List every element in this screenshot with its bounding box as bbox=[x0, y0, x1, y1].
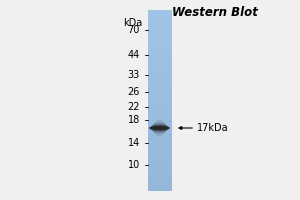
Bar bbox=[148, 28, 172, 31]
Bar bbox=[148, 23, 172, 26]
Bar bbox=[148, 129, 172, 132]
Bar bbox=[148, 179, 172, 182]
Text: 18: 18 bbox=[128, 115, 140, 125]
Bar bbox=[148, 132, 172, 134]
Bar bbox=[148, 53, 172, 55]
Bar bbox=[148, 96, 172, 98]
Bar bbox=[148, 86, 172, 89]
Bar bbox=[148, 91, 172, 94]
Bar bbox=[148, 140, 172, 143]
Bar bbox=[148, 163, 172, 166]
Text: 14: 14 bbox=[128, 138, 140, 148]
Bar bbox=[148, 75, 172, 78]
Bar bbox=[148, 127, 172, 130]
Bar bbox=[148, 10, 172, 13]
Ellipse shape bbox=[151, 122, 168, 134]
Bar bbox=[148, 15, 172, 17]
Bar bbox=[148, 64, 172, 67]
Bar bbox=[148, 176, 172, 179]
Text: 33: 33 bbox=[128, 70, 140, 80]
Bar bbox=[148, 35, 172, 38]
Bar bbox=[148, 134, 172, 136]
Bar bbox=[148, 98, 172, 100]
Bar bbox=[148, 156, 172, 159]
Bar bbox=[148, 46, 172, 49]
Bar bbox=[148, 181, 172, 184]
Text: 44: 44 bbox=[128, 50, 140, 60]
Bar bbox=[148, 152, 172, 154]
Text: kDa: kDa bbox=[123, 18, 142, 28]
Text: 70: 70 bbox=[128, 25, 140, 35]
Ellipse shape bbox=[149, 126, 170, 130]
Bar bbox=[148, 120, 172, 123]
Text: 26: 26 bbox=[128, 87, 140, 97]
Bar bbox=[148, 44, 172, 46]
Bar bbox=[148, 125, 172, 128]
Bar bbox=[148, 39, 172, 42]
Bar bbox=[148, 102, 172, 105]
Bar bbox=[148, 71, 172, 73]
Bar bbox=[148, 168, 172, 170]
Bar bbox=[148, 174, 172, 177]
Bar bbox=[148, 80, 172, 82]
Text: 10: 10 bbox=[128, 160, 140, 170]
Text: 17kDa: 17kDa bbox=[197, 123, 229, 133]
Bar bbox=[148, 37, 172, 40]
Bar bbox=[148, 104, 172, 107]
Bar bbox=[148, 26, 172, 28]
Bar bbox=[148, 109, 172, 112]
Ellipse shape bbox=[150, 124, 169, 132]
Bar bbox=[148, 68, 172, 71]
Bar bbox=[148, 89, 172, 92]
Bar bbox=[148, 186, 172, 188]
Bar bbox=[148, 158, 172, 161]
Bar bbox=[148, 62, 172, 64]
Bar bbox=[148, 154, 172, 157]
Bar bbox=[148, 77, 172, 80]
Bar bbox=[148, 50, 172, 53]
Bar bbox=[148, 93, 172, 96]
Bar bbox=[148, 150, 172, 152]
Bar bbox=[148, 172, 172, 175]
Bar bbox=[148, 30, 172, 33]
Bar bbox=[148, 136, 172, 139]
Bar bbox=[148, 143, 172, 146]
Bar bbox=[148, 161, 172, 164]
Bar bbox=[148, 73, 172, 76]
Bar bbox=[148, 113, 172, 116]
Text: 22: 22 bbox=[128, 102, 140, 112]
Bar bbox=[148, 32, 172, 35]
Bar bbox=[148, 42, 172, 44]
Bar bbox=[148, 84, 172, 87]
Bar bbox=[148, 12, 172, 15]
Bar bbox=[148, 48, 172, 51]
Bar bbox=[148, 107, 172, 109]
Bar bbox=[148, 116, 172, 118]
Bar bbox=[148, 145, 172, 148]
Bar bbox=[148, 170, 172, 172]
Bar bbox=[148, 21, 172, 24]
Bar bbox=[148, 82, 172, 85]
Bar bbox=[148, 183, 172, 186]
Bar bbox=[148, 60, 172, 62]
Bar bbox=[148, 122, 172, 125]
Bar bbox=[148, 19, 172, 22]
Bar bbox=[148, 188, 172, 190]
Bar bbox=[148, 165, 172, 168]
Bar bbox=[148, 66, 172, 69]
Bar bbox=[148, 55, 172, 58]
Bar bbox=[148, 138, 172, 141]
Bar bbox=[148, 100, 172, 103]
Bar bbox=[148, 147, 172, 150]
Bar bbox=[148, 17, 172, 20]
Text: Western Blot: Western Blot bbox=[172, 6, 258, 19]
Ellipse shape bbox=[153, 120, 166, 136]
Bar bbox=[148, 111, 172, 114]
Bar bbox=[148, 118, 172, 121]
Bar bbox=[148, 57, 172, 60]
